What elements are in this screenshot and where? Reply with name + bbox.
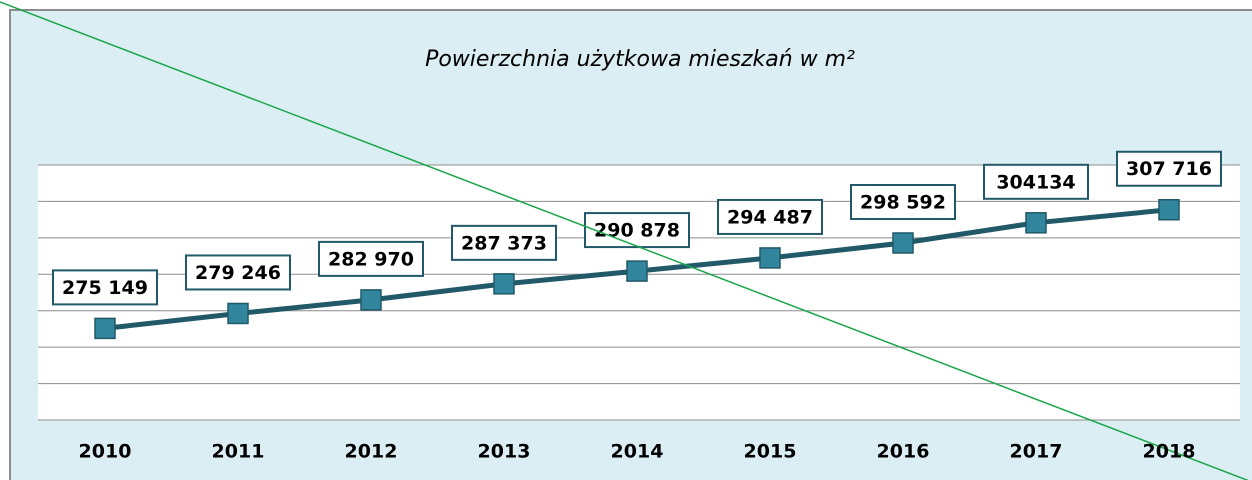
data-marker (1025, 212, 1047, 234)
value-label: 275 149 (62, 277, 148, 299)
value-label: 290 878 (594, 220, 680, 242)
value-label-box (584, 212, 690, 249)
x-tick-label: 2016 (877, 441, 930, 463)
x-tick-label: 2012 (345, 441, 398, 463)
value-label: 294 487 (727, 206, 813, 228)
x-tick-label: 2013 (478, 441, 531, 463)
data-marker (493, 273, 515, 295)
x-tick-label: 2011 (212, 441, 265, 463)
data-marker (626, 260, 648, 282)
marks: 275 149 279 246 282 970 287 373 290 878 294 4… (52, 150, 1222, 340)
value-label: 307 716 (1126, 158, 1212, 180)
x-tick-label: 2017 (1010, 441, 1063, 463)
value-label-box (451, 224, 557, 261)
value-label-box (1116, 150, 1222, 187)
value-label: 287 373 (461, 232, 547, 254)
data-marker (759, 247, 781, 269)
value-label: 282 970 (328, 248, 414, 270)
value-label: 304134 (996, 171, 1075, 193)
chart-title: Powierzchnia użytkowa mieszkań w m² (425, 47, 855, 72)
data-marker (1158, 198, 1180, 221)
data-marker (227, 302, 249, 325)
x-tick-label: 2018 (1143, 441, 1196, 463)
value-label-box (717, 198, 823, 235)
x-tick-label: 2015 (744, 441, 797, 463)
data-marker (360, 289, 382, 311)
plot-area (38, 165, 1240, 420)
value-label-box (983, 163, 1089, 200)
value-label: 298 592 (860, 191, 946, 213)
value-label-box (850, 183, 956, 220)
value-label-box (185, 254, 291, 291)
value-label-box (318, 240, 424, 277)
data-marker (94, 317, 116, 340)
data-marker (892, 232, 914, 254)
value-label: 279 246 (195, 262, 281, 284)
grid (38, 164, 1240, 421)
value-label-box (52, 269, 158, 306)
x-tick-label: 2014 (611, 441, 664, 463)
x-tick-label: 2010 (79, 441, 132, 463)
